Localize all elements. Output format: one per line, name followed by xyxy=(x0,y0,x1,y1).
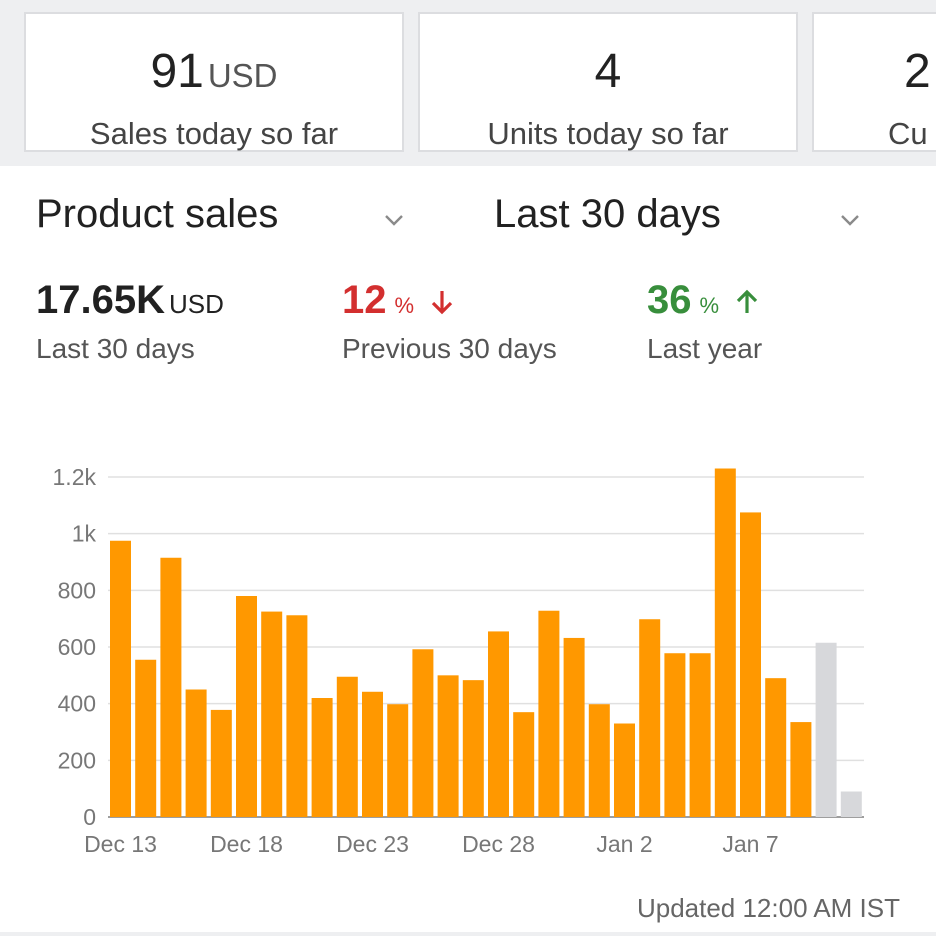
metric-selector[interactable]: Product sales xyxy=(36,192,279,236)
customers-today-value: 2 xyxy=(904,45,931,98)
sales-today-label: Sales today so far xyxy=(89,116,339,151)
arrow-up-icon xyxy=(737,290,758,314)
bar-pending[interactable] xyxy=(815,642,837,817)
bar[interactable] xyxy=(387,704,409,817)
bar[interactable] xyxy=(236,596,257,817)
bar[interactable] xyxy=(563,637,585,817)
bar[interactable] xyxy=(588,704,610,817)
bar-pending[interactable] xyxy=(840,791,862,818)
chevron-down-icon[interactable] xyxy=(382,208,406,232)
bar[interactable] xyxy=(210,709,232,817)
bar[interactable] xyxy=(488,631,509,817)
sales-today-card[interactable]: 91 USD Sales today so far xyxy=(24,12,404,152)
x-tick-label: Dec 18 xyxy=(210,831,283,857)
sales-bar-chart: 0 200 400 600 800 1k 1.2k Dec 13 Dec 18 Dec 23 Dec… xyxy=(53,464,864,857)
y-tick-label: 1k xyxy=(72,521,97,547)
bar[interactable] xyxy=(538,610,560,817)
bar[interactable] xyxy=(714,468,736,818)
y-tick-label: 600 xyxy=(58,634,96,660)
bar[interactable] xyxy=(664,653,686,817)
x-tick-label: Jan 7 xyxy=(722,831,778,857)
previous-period-change: 12% xyxy=(342,278,455,323)
divider xyxy=(0,932,936,936)
bar[interactable] xyxy=(311,698,333,817)
units-today-value: 4 xyxy=(594,45,622,98)
bar[interactable] xyxy=(286,615,308,817)
y-tick-label: 1.2k xyxy=(53,464,97,490)
sales-today-value: 91 USD xyxy=(150,45,278,98)
x-tick-label: Dec 28 xyxy=(462,831,535,857)
bar[interactable] xyxy=(639,619,661,817)
bar[interactable] xyxy=(135,659,157,817)
customers-today-card[interactable]: 2 Cu xyxy=(812,12,936,152)
bar[interactable] xyxy=(412,649,434,817)
range-selector[interactable]: Last 30 days xyxy=(494,192,721,236)
arrow-down-icon xyxy=(432,291,453,315)
previous-period-label: Previous 30 days xyxy=(342,333,557,364)
bar[interactable] xyxy=(110,540,131,817)
last-year-label: Last year xyxy=(647,333,763,364)
y-tick-label: 0 xyxy=(83,804,96,830)
x-tick-label: Dec 23 xyxy=(336,831,409,857)
updated-timestamp: Updated 12:00 AM IST xyxy=(636,893,900,923)
bar[interactable] xyxy=(185,689,207,818)
chevron-down-icon[interactable] xyxy=(838,208,862,232)
bar[interactable] xyxy=(740,512,761,817)
total-sales-value: 17.65K USD xyxy=(36,278,224,322)
bar[interactable] xyxy=(160,557,182,817)
units-today-label: Units today so far xyxy=(487,116,729,151)
bar[interactable] xyxy=(790,722,812,817)
bar[interactable] xyxy=(513,712,535,817)
last-year-change: 36% xyxy=(647,278,760,323)
bar[interactable] xyxy=(362,691,383,817)
y-tick-label: 800 xyxy=(58,577,96,603)
total-sales-label: Last 30 days xyxy=(36,333,195,364)
y-tick-label: 400 xyxy=(58,691,96,717)
bar[interactable] xyxy=(614,723,635,818)
customers-today-label: Cu xyxy=(888,116,928,151)
x-tick-label: Dec 13 xyxy=(84,831,157,857)
bar[interactable] xyxy=(689,653,711,817)
y-tick-label: 200 xyxy=(58,747,96,773)
x-tick-label: Jan 2 xyxy=(596,831,652,857)
bar[interactable] xyxy=(437,675,459,817)
bar[interactable] xyxy=(336,676,358,817)
units-today-card[interactable]: 4 Units today so far xyxy=(418,12,798,152)
bar[interactable] xyxy=(261,611,283,817)
bar[interactable] xyxy=(765,678,787,817)
bar[interactable] xyxy=(462,680,484,817)
